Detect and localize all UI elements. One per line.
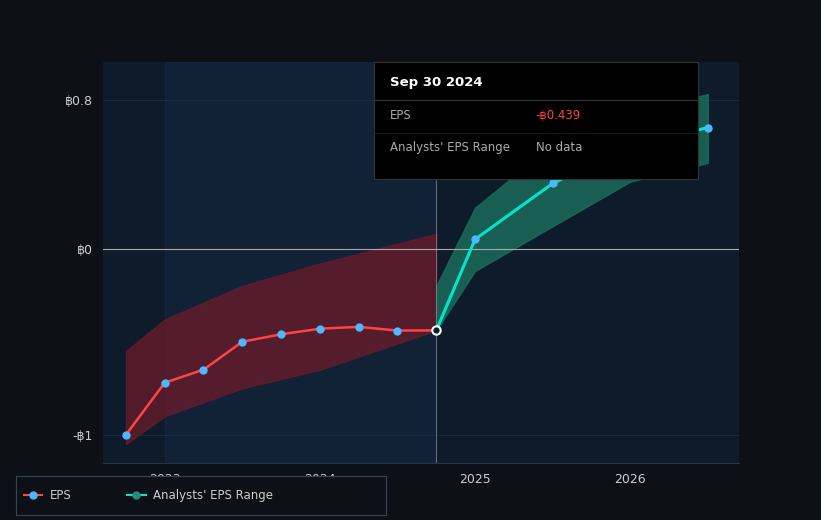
Text: -฿0.439: -฿0.439 [536,109,581,122]
Text: Actual: Actual [392,114,432,127]
Text: EPS: EPS [49,489,71,502]
Bar [165,62,436,463]
Text: Sep 30 2024: Sep 30 2024 [390,76,483,89]
Text: Analysts' EPS Range: Analysts' EPS Range [154,489,273,502]
Text: EPS: EPS [390,109,411,122]
Text: Analysts' EPS Range: Analysts' EPS Range [390,141,510,154]
Text: No data: No data [536,141,582,154]
Text: Analysts Forecasts: Analysts Forecasts [444,114,561,127]
